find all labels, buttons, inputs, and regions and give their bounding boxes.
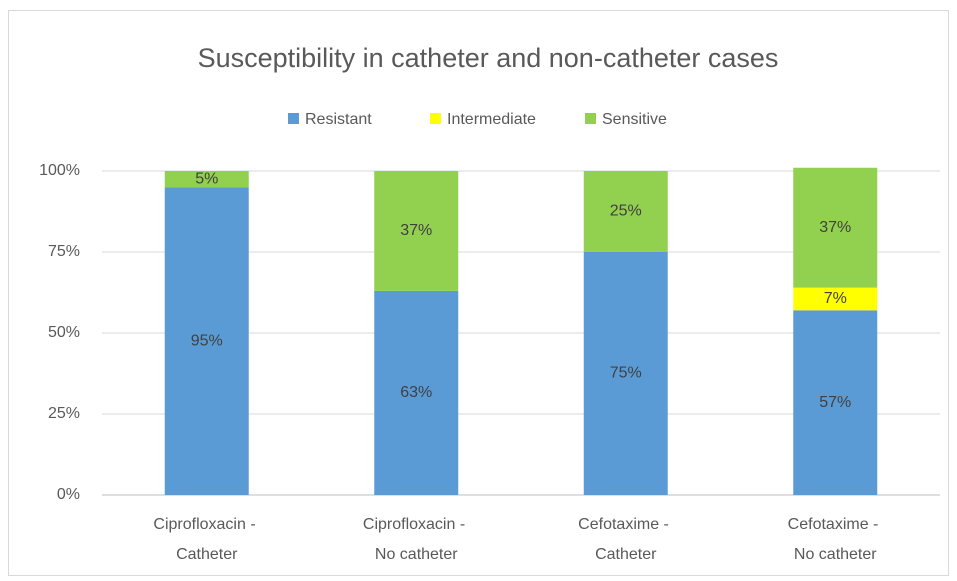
x-tick-label-line: Catheter <box>176 546 238 563</box>
y-tick-label: 25% <box>48 405 80 422</box>
data-label: 95% <box>191 332 223 349</box>
x-tick-label-line: Ciprofloxacin - <box>153 516 260 533</box>
x-tick-label-line: Cefotaxime - <box>578 516 673 533</box>
legend-swatch <box>430 113 441 124</box>
x-tick-label-line: Cefotaxime - <box>788 516 883 533</box>
bar-segment <box>793 287 878 311</box>
data-label: 7% <box>824 290 847 307</box>
x-tick-label-line: Ciprofloxacin - <box>363 516 470 533</box>
y-tick-label: 0% <box>57 486 80 503</box>
bar-segment <box>583 252 668 495</box>
bar-segment <box>793 310 878 495</box>
bar-segment <box>793 167 878 288</box>
data-label: 5% <box>195 170 218 187</box>
data-label: 37% <box>819 219 851 236</box>
x-tick-label-line: Catheter <box>595 546 657 563</box>
data-label: 25% <box>610 203 642 220</box>
x-tick-label: Cefotaxime - Catheter <box>578 516 673 563</box>
x-tick-label: Ciprofloxacin - Catheter <box>153 516 260 563</box>
legend-label: Intermediate <box>447 111 536 128</box>
y-tick-label: 100% <box>39 162 80 179</box>
bar-segment <box>583 171 668 252</box>
data-label: 75% <box>610 365 642 382</box>
bar-segment <box>374 290 459 495</box>
bar-segment <box>374 171 459 291</box>
y-tick-label: 75% <box>48 243 80 260</box>
legend-swatch <box>288 113 299 124</box>
data-label: 63% <box>400 384 432 401</box>
x-tick-label-line: No catheter <box>794 546 877 563</box>
data-label: 37% <box>400 222 432 239</box>
chart-title: Susceptibility in catheter and non-cathe… <box>198 43 779 73</box>
y-tick-label: 50% <box>48 324 80 341</box>
legend-label: Resistant <box>305 111 372 128</box>
x-tick-label: Cefotaxime - No catheter <box>788 516 883 563</box>
bar-segment <box>164 171 249 188</box>
x-tick-label-line: No catheter <box>375 546 458 563</box>
legend-label: Sensitive <box>602 111 667 128</box>
bar-segment <box>164 187 249 495</box>
x-tick-label: Ciprofloxacin - No catheter <box>363 516 470 563</box>
legend-swatch <box>585 113 596 124</box>
data-label: 57% <box>819 394 851 411</box>
